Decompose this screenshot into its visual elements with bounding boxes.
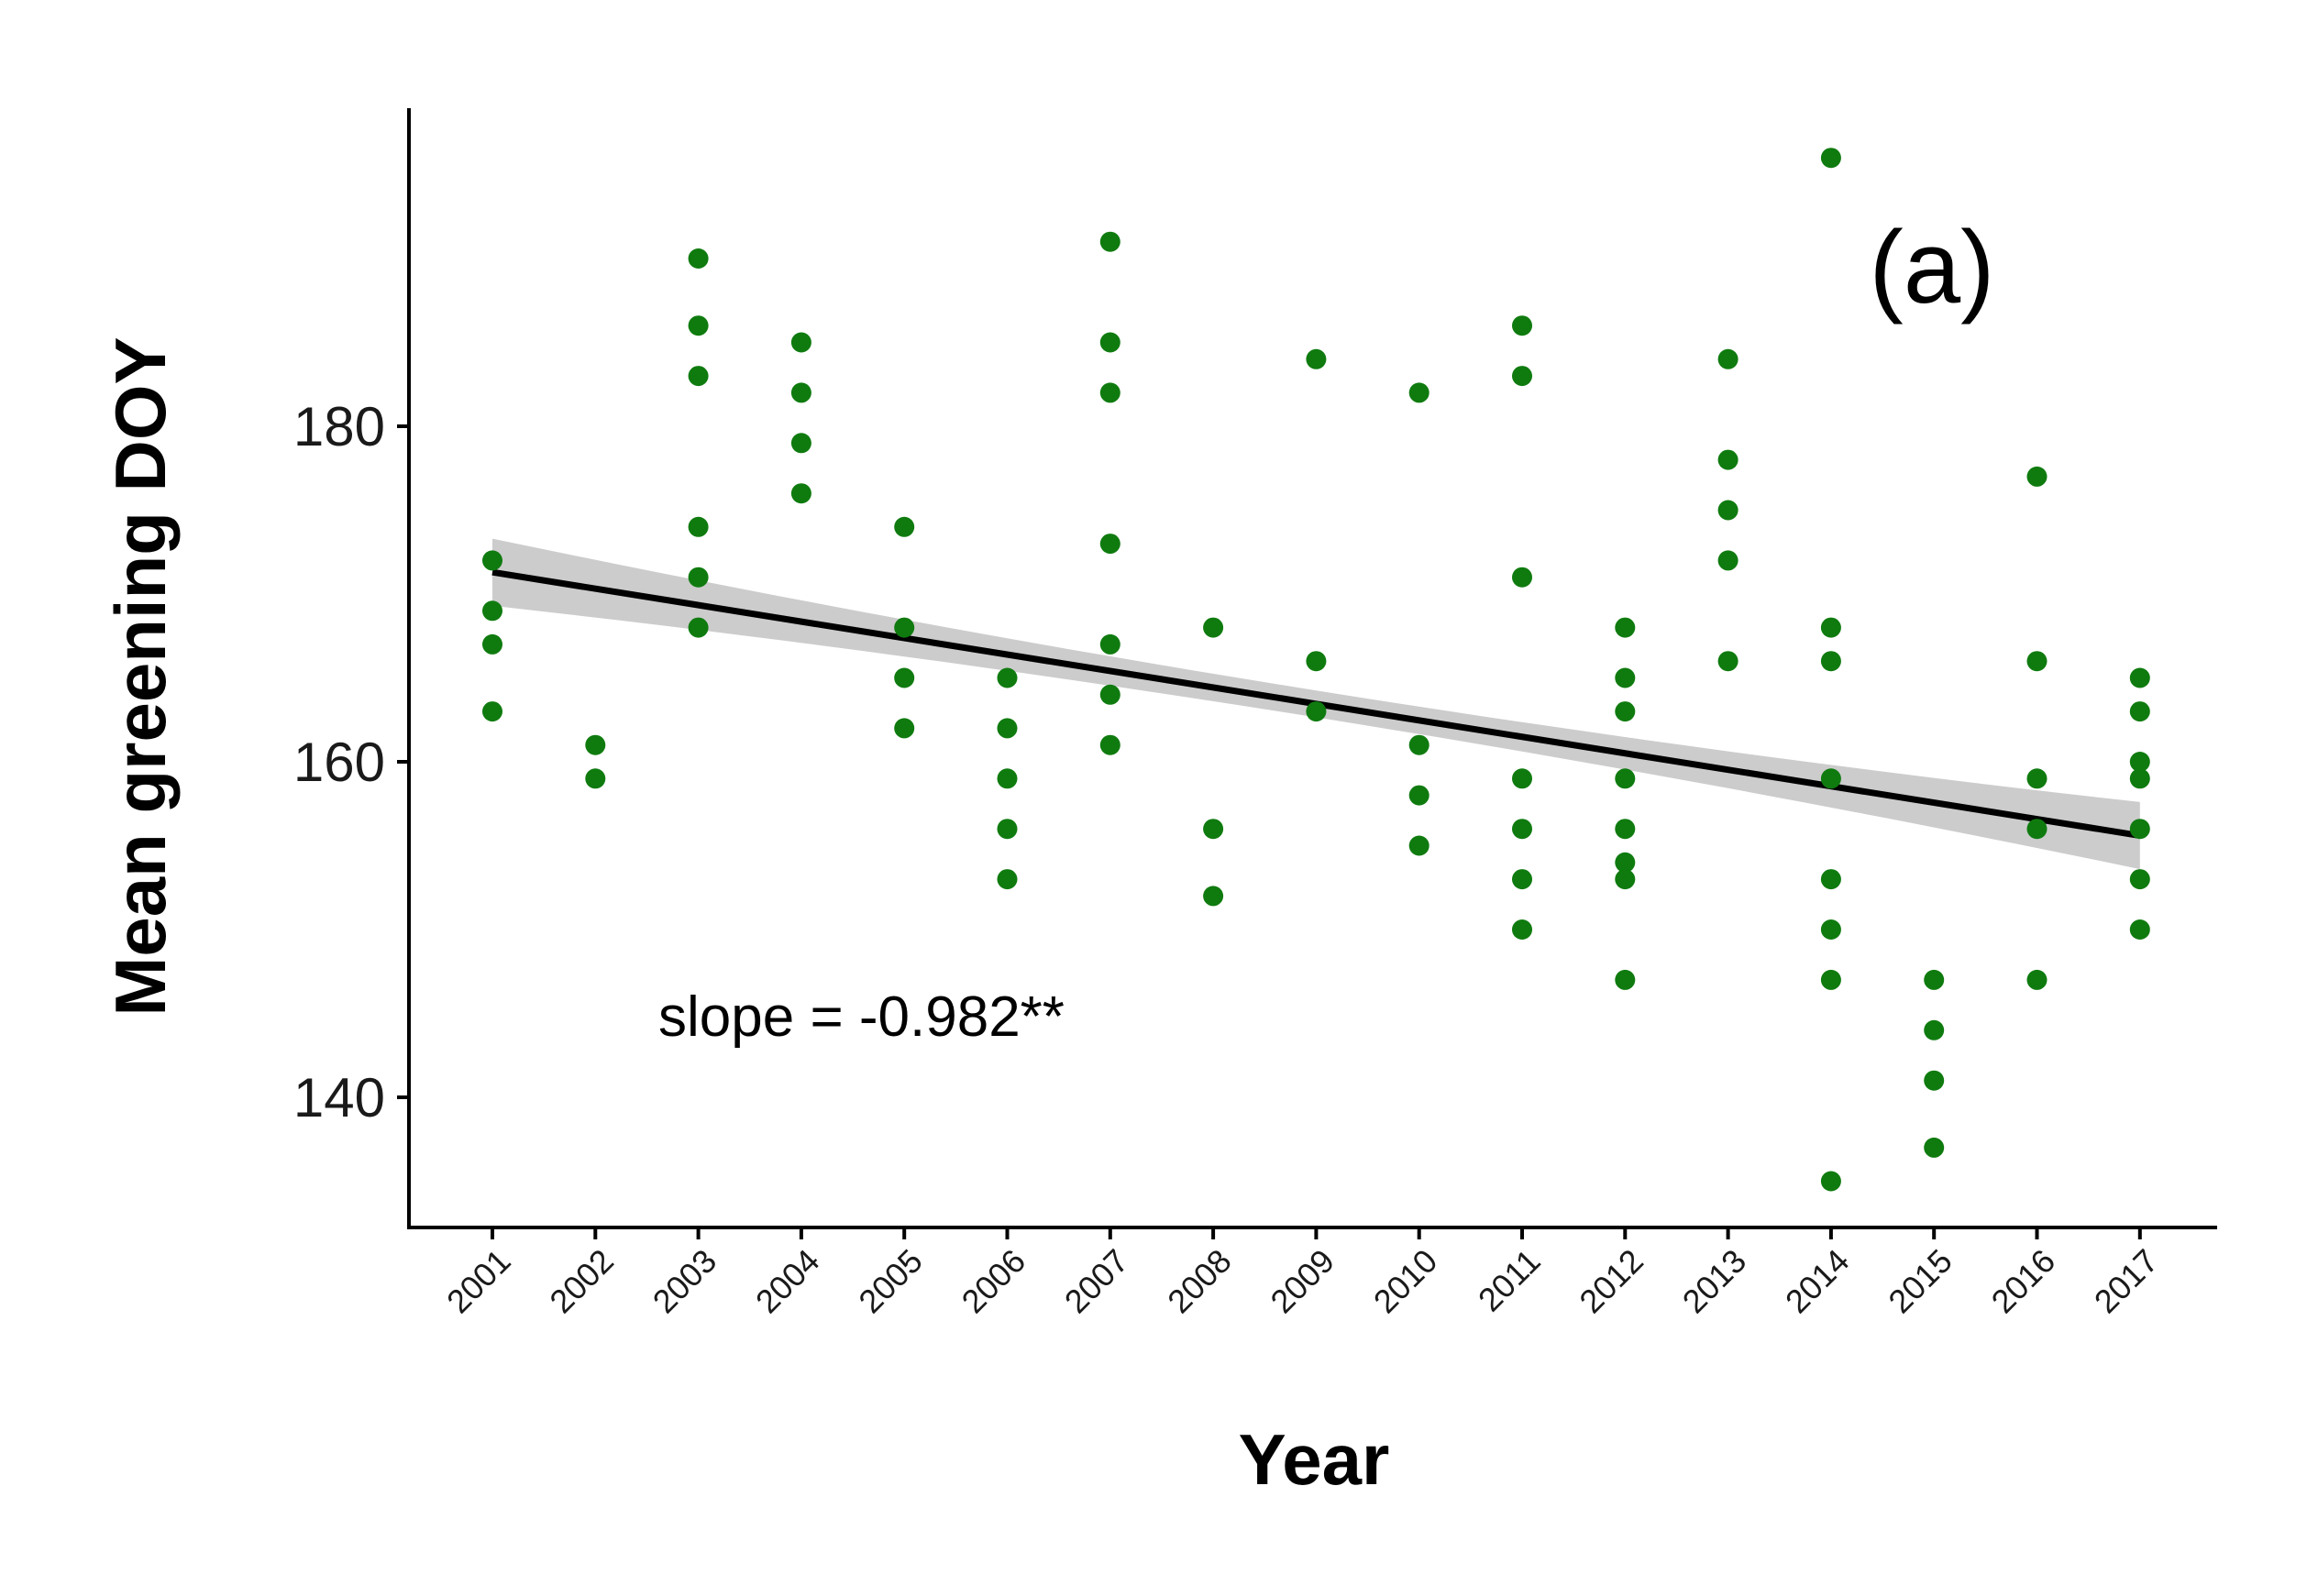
data-point (894, 617, 915, 638)
data-point (1306, 348, 1327, 369)
data-point (585, 768, 606, 789)
data-point (688, 315, 709, 336)
panel-label: (a) (1870, 210, 1995, 325)
data-point (585, 734, 606, 755)
data-point (1717, 449, 1739, 470)
data-point (1924, 1137, 1945, 1158)
x-axis-title: Year (1239, 1419, 1390, 1500)
data-point (1099, 382, 1120, 403)
data-point (1203, 617, 1224, 638)
data-point (1099, 633, 1120, 655)
data-point (2026, 768, 2048, 789)
data-point (997, 768, 1018, 789)
data-point (2026, 819, 2048, 840)
scatter-points-layer (482, 148, 2150, 1192)
data-point (1615, 667, 1636, 688)
data-point (2129, 869, 2150, 890)
data-point (1512, 366, 1532, 387)
data-point (1512, 315, 1532, 336)
data-point (997, 667, 1018, 688)
data-point (1615, 969, 1636, 990)
data-point (688, 248, 709, 269)
data-point (894, 718, 915, 739)
data-point (997, 869, 1018, 890)
data-point (1512, 869, 1532, 890)
data-point (1820, 651, 1841, 672)
data-point (1820, 1171, 1841, 1192)
data-point (1717, 550, 1739, 571)
data-point (894, 667, 915, 688)
data-point (1512, 768, 1532, 789)
data-point (2129, 667, 2150, 688)
y-tick-label: 140 (293, 1067, 385, 1128)
data-point (1717, 348, 1739, 369)
data-point (1615, 617, 1636, 638)
data-point (1099, 734, 1120, 755)
data-point (1306, 701, 1327, 722)
data-point (1717, 651, 1739, 672)
data-point (1924, 1019, 1945, 1040)
data-point (1820, 919, 1841, 940)
y-tick-label: 180 (293, 396, 385, 457)
data-point (1820, 768, 1841, 789)
data-point (2026, 466, 2048, 487)
data-point (1512, 819, 1532, 840)
data-point (2129, 768, 2150, 789)
data-point (1099, 231, 1120, 252)
data-point (482, 550, 502, 571)
data-point (1615, 819, 1636, 840)
data-point (1615, 852, 1636, 873)
data-point (1099, 684, 1120, 705)
data-point (2129, 752, 2150, 772)
axes-layer (407, 108, 2217, 1229)
data-point (1615, 869, 1636, 890)
data-point (1924, 969, 1945, 990)
data-point (688, 617, 709, 638)
y-ticks-layer: 140 160 180 (293, 396, 409, 1128)
data-point (1203, 819, 1224, 840)
y-axis-title: Mean greening DOY (100, 336, 181, 1016)
data-point (688, 516, 709, 537)
data-point (1408, 734, 1429, 755)
data-point (1924, 1070, 1945, 1091)
data-point (2026, 969, 2048, 990)
data-point (1820, 969, 1841, 990)
data-point (790, 332, 811, 353)
data-point (1408, 382, 1429, 403)
data-point (2129, 919, 2150, 940)
data-point (1615, 701, 1636, 722)
data-point (1820, 617, 1841, 638)
data-point (1306, 651, 1327, 672)
data-point (1717, 500, 1739, 521)
data-point (997, 819, 1018, 840)
data-point (997, 718, 1018, 739)
data-point (1099, 534, 1120, 555)
data-point (2129, 819, 2150, 840)
data-point (1512, 919, 1532, 940)
data-point (688, 366, 709, 387)
data-point (482, 701, 502, 722)
data-point (1203, 886, 1224, 907)
data-point (2129, 701, 2150, 722)
data-point (790, 483, 811, 504)
data-point (1408, 835, 1429, 856)
data-point (482, 633, 502, 655)
data-point (1615, 768, 1636, 789)
data-point (790, 382, 811, 403)
data-point (688, 567, 709, 588)
data-point (482, 600, 502, 622)
slope-annotation: slope = -0.982** (658, 985, 1065, 1049)
data-point (1512, 567, 1532, 588)
data-point (894, 516, 915, 537)
data-point (1820, 148, 1841, 169)
y-tick-label: 160 (293, 732, 385, 793)
data-point (1820, 869, 1841, 890)
data-point (1408, 785, 1429, 806)
data-point (2026, 651, 2048, 672)
data-point (1099, 332, 1120, 353)
data-point (790, 433, 811, 454)
